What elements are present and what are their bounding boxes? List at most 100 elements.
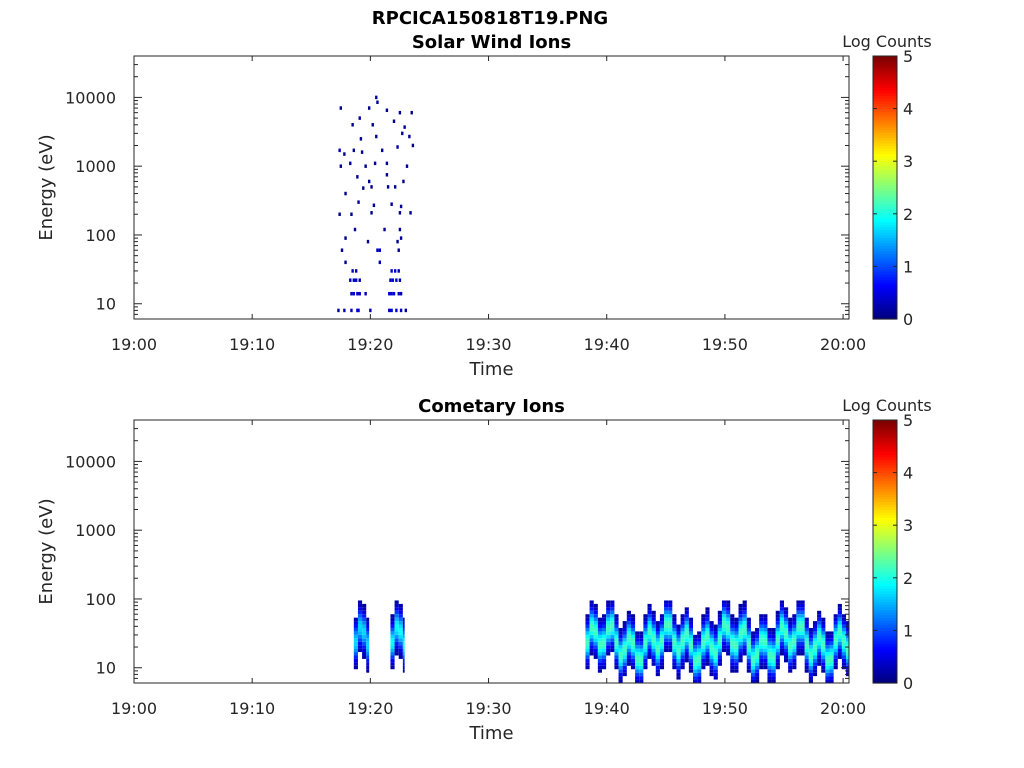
data-cell xyxy=(366,658,370,663)
data-cell xyxy=(817,645,822,649)
data-cell xyxy=(821,621,826,625)
data-cell xyxy=(697,645,702,649)
data-cell xyxy=(684,655,689,659)
data-cell xyxy=(389,278,392,282)
data-cell xyxy=(626,662,631,666)
colorbar-segment xyxy=(873,145,897,149)
data-cell xyxy=(618,652,623,656)
data-cell xyxy=(672,662,677,666)
data-cell xyxy=(383,227,386,232)
data-cell xyxy=(394,617,399,622)
x-tick-label: 19:20 xyxy=(347,335,393,354)
data-cell xyxy=(397,248,400,252)
data-cell xyxy=(742,607,747,611)
colorbar-segment xyxy=(873,443,897,447)
data-cell xyxy=(812,631,818,635)
data-cell xyxy=(668,621,673,625)
data-cell xyxy=(788,652,793,656)
data-cell xyxy=(730,621,735,625)
data-cell xyxy=(402,638,405,642)
data-cell xyxy=(655,641,660,646)
data-cell xyxy=(626,655,631,659)
data-cell xyxy=(626,614,631,618)
data-cell xyxy=(796,624,801,628)
colorbar-segment xyxy=(873,504,897,508)
data-cell xyxy=(775,614,780,618)
data-cell xyxy=(755,669,760,673)
colorbar-segment xyxy=(873,604,897,608)
data-cell xyxy=(779,638,784,642)
data-cell xyxy=(705,631,710,635)
data-cell xyxy=(394,603,399,608)
data-cell xyxy=(738,652,743,656)
data-cell xyxy=(812,669,818,673)
data-cell xyxy=(846,655,849,659)
data-cell xyxy=(817,627,822,632)
data-cell xyxy=(709,662,714,666)
colorbar-segment xyxy=(873,142,897,147)
data-cell xyxy=(647,603,652,608)
data-cell xyxy=(606,645,611,649)
data-cell xyxy=(792,634,797,639)
data-cell xyxy=(746,627,751,632)
data-cell xyxy=(651,614,656,618)
colorbar-segment xyxy=(873,166,897,170)
panel2-axes-frame xyxy=(133,419,850,684)
data-cell xyxy=(726,610,731,615)
data-cell xyxy=(817,652,822,656)
data-cell xyxy=(626,658,631,663)
data-cell xyxy=(775,634,780,639)
data-cell xyxy=(394,648,399,653)
data-cell xyxy=(398,638,403,642)
data-cell xyxy=(821,655,826,659)
data-cell xyxy=(343,152,346,156)
colorbar-segment xyxy=(873,261,897,265)
data-cell xyxy=(730,665,735,670)
data-cell xyxy=(750,676,756,680)
data-cell xyxy=(817,634,822,639)
data-cell xyxy=(800,607,805,611)
data-cell xyxy=(655,662,660,666)
y-tick-label: 10000 xyxy=(65,452,116,471)
data-cell xyxy=(730,652,735,656)
data-cell xyxy=(775,631,780,635)
data-cell xyxy=(800,614,805,618)
data-cell xyxy=(606,634,611,639)
colorbar-segment xyxy=(873,622,897,626)
data-cell xyxy=(812,638,818,642)
data-cell xyxy=(755,634,760,639)
data-cell xyxy=(655,652,660,656)
data-cell xyxy=(626,645,631,649)
data-cell xyxy=(701,621,706,625)
data-cell xyxy=(759,641,764,646)
data-cell xyxy=(726,621,731,625)
data-cell xyxy=(688,624,693,628)
data-cell xyxy=(788,655,793,659)
data-cell xyxy=(755,662,760,666)
data-cell xyxy=(362,631,367,635)
data-cell xyxy=(626,648,631,653)
x-tick-label: 19:50 xyxy=(702,699,748,718)
data-cell xyxy=(693,648,698,653)
data-cell xyxy=(680,662,685,666)
data-cell xyxy=(726,607,731,611)
data-cell xyxy=(759,638,764,642)
data-cell xyxy=(610,648,615,653)
data-cell xyxy=(589,631,594,635)
data-cell xyxy=(755,676,760,680)
colorbar-segment xyxy=(873,554,897,558)
data-cell xyxy=(717,627,722,632)
data-cell xyxy=(394,624,399,628)
colorbar-tick-label: 4 xyxy=(903,100,913,119)
data-cell xyxy=(833,617,838,622)
data-cell xyxy=(655,665,660,670)
data-cell xyxy=(750,634,756,639)
data-cell xyxy=(734,638,739,642)
data-cell xyxy=(684,627,689,632)
data-cell xyxy=(750,679,756,683)
data-cell xyxy=(410,110,413,115)
data-cell xyxy=(742,614,747,618)
data-cell xyxy=(630,624,636,628)
colorbar-segment xyxy=(873,598,897,603)
colorbar-segment xyxy=(873,646,897,650)
